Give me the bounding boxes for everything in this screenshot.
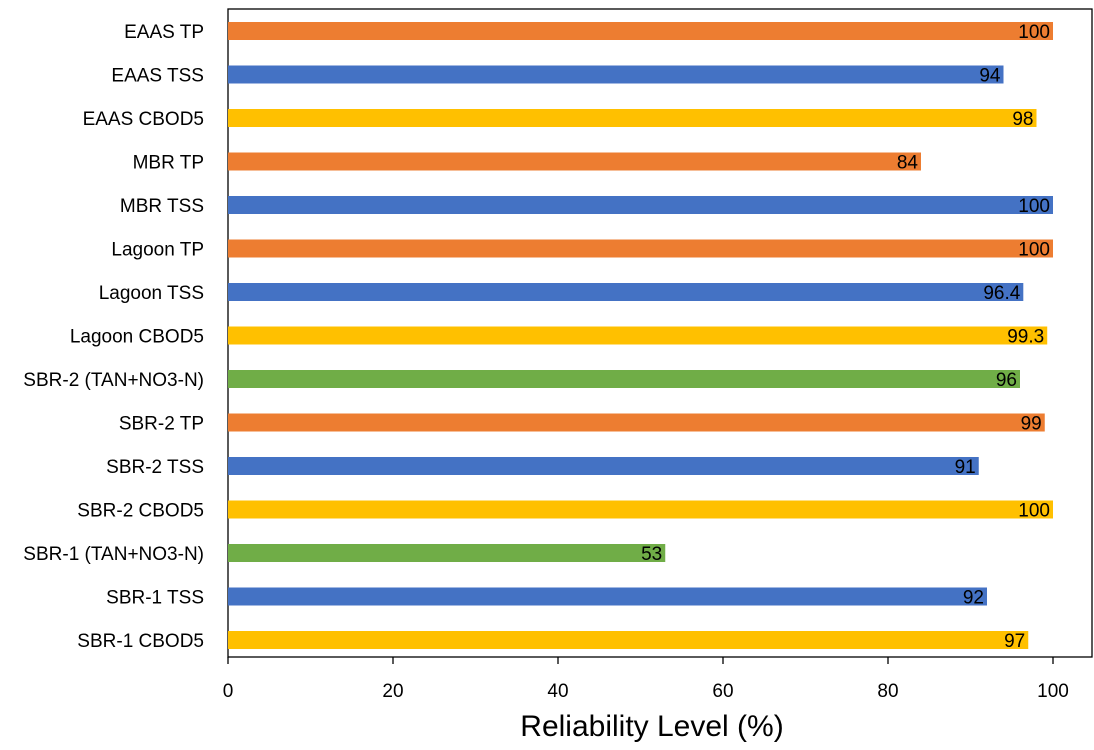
- y-axis-category-label: SBR-2 (TAN+NO3-N): [23, 370, 204, 391]
- bar-value-label: 99: [1021, 414, 1042, 435]
- y-axis-category-label: SBR-1 CBOD5: [77, 631, 204, 652]
- y-axis-category-label: EAAS TSS: [111, 66, 204, 87]
- bar-sbr-2-tss: [228, 457, 979, 475]
- y-axis-category-label: SBR-2 CBOD5: [77, 501, 204, 522]
- y-axis-category-label: EAAS TP: [124, 22, 204, 43]
- bar-sbr-1-cbod5: [228, 631, 1029, 649]
- bar-mbr-tp: [228, 152, 921, 171]
- y-axis-category-label: MBR TSS: [120, 196, 204, 217]
- bar-sbr-1-tss: [228, 587, 987, 606]
- y-axis-labels: EAAS TP EAAS TSS EAAS CBOD5 MBR TP MBR TSS La…: [23, 22, 204, 652]
- bar-value-label: 98: [1012, 109, 1033, 130]
- bar-value-label: 97: [1004, 631, 1025, 652]
- bar-lagoon-cbod5: [228, 326, 1048, 345]
- x-tick-label: 100: [1037, 681, 1069, 702]
- x-tick-label: 20: [382, 681, 403, 702]
- y-axis-category-label: SBR-1 (TAN+NO3-N): [23, 544, 204, 565]
- bar-sbr-1-tan-no3-n: [228, 544, 666, 562]
- y-axis-category-label: SBR-2 TP: [119, 414, 204, 435]
- bar-value-label: 96: [996, 370, 1017, 391]
- y-axis-category-label: Lagoon TSS: [99, 283, 204, 304]
- y-axis-category-label: SBR-1 TSS: [106, 588, 204, 609]
- bar-eaas-cbod5: [228, 109, 1037, 127]
- x-tick-label: 60: [712, 681, 733, 702]
- bar-lagoon-tss: [228, 283, 1024, 301]
- bar-value-labels: 100 94 98 84 100 100 96.4 99.3 96 99 91 100 53 92 97: [641, 22, 1050, 652]
- bar-mbr-tss: [228, 196, 1053, 214]
- x-tick-label: 0: [223, 681, 234, 702]
- bar-lagoon-tp: [228, 239, 1053, 258]
- bar-eaas-tss: [228, 65, 1004, 84]
- y-axis-category-label: SBR-2 TSS: [106, 457, 204, 478]
- bar-value-label: 53: [641, 544, 662, 565]
- bar-value-label: 84: [897, 153, 919, 174]
- x-tick-label: 40: [547, 681, 568, 702]
- x-tick-label: 80: [877, 681, 898, 702]
- bar-group: [228, 22, 1053, 649]
- bar-sbr-2-tp: [228, 413, 1045, 432]
- bar-value-label: 92: [963, 588, 984, 609]
- y-axis-category-label: Lagoon CBOD5: [70, 327, 204, 348]
- y-axis-category-label: Lagoon TP: [111, 240, 204, 261]
- bar-value-label: 99.3: [1007, 327, 1044, 348]
- bar-value-label: 100: [1018, 501, 1050, 522]
- bar-sbr-2-cbod5: [228, 500, 1053, 519]
- y-axis-category-label: MBR TP: [133, 153, 204, 174]
- bar-value-label: 100: [1018, 22, 1050, 43]
- bar-value-label: 91: [955, 457, 976, 478]
- y-axis-category-label: EAAS CBOD5: [83, 109, 204, 130]
- bar-eaas-tp: [228, 22, 1053, 40]
- bar-value-label: 100: [1018, 240, 1050, 261]
- bar-value-label: 100: [1018, 196, 1050, 217]
- x-axis-ticks: 0 20 40 60 80 100: [223, 657, 1069, 702]
- bar-value-label: 94: [979, 66, 1001, 87]
- bar-sbr-2-tan-no3-n: [228, 370, 1020, 388]
- x-axis-title: Reliability Level (%): [520, 710, 783, 743]
- bar-value-label: 96.4: [983, 283, 1020, 304]
